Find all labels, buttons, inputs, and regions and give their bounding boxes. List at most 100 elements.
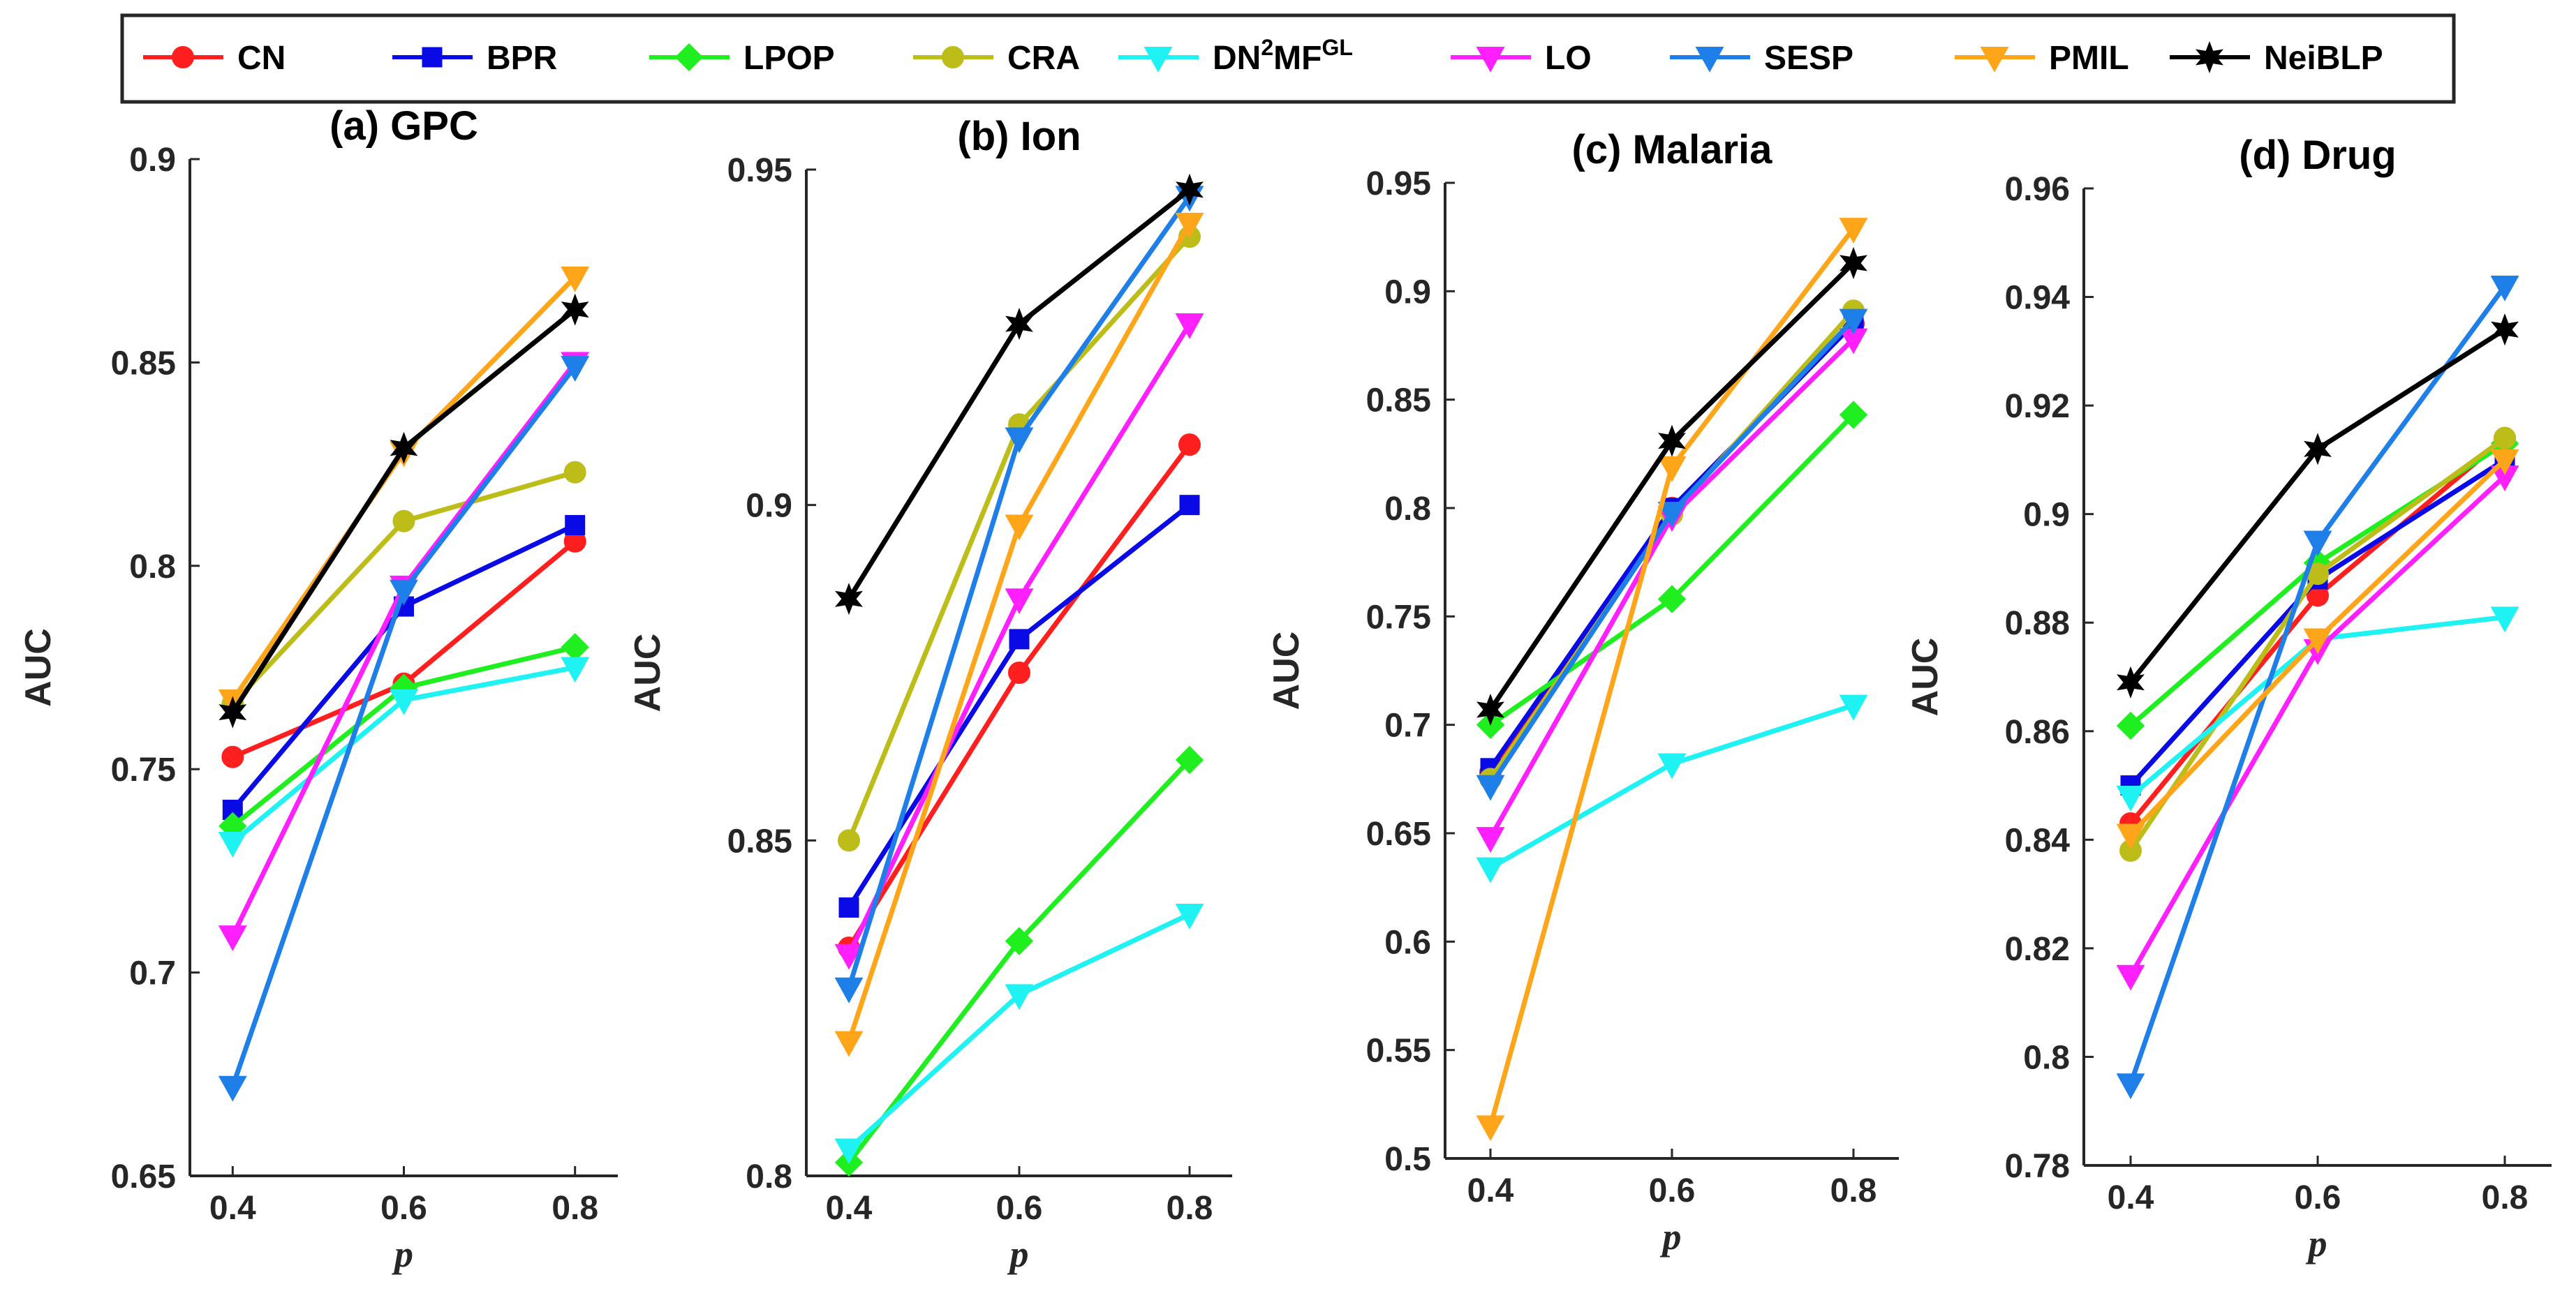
data-point <box>1839 218 1868 244</box>
series-lpop <box>1476 401 1868 739</box>
y-tick-label: 0.8 <box>746 1158 792 1195</box>
data-point <box>2491 313 2519 346</box>
data-point <box>563 461 586 484</box>
data-point <box>1657 456 1687 482</box>
data-point <box>1839 694 1868 721</box>
y-tick-label: 0.7 <box>1384 708 1431 745</box>
series-neiblp <box>2117 313 2519 699</box>
legend-label: NeiBLP <box>2264 40 2383 77</box>
series-neiblp <box>835 173 1204 616</box>
x-tick-label: 0.6 <box>1649 1172 1696 1209</box>
legend-item-bpr: BPR <box>392 40 557 77</box>
legend-label: CRA <box>1007 40 1080 77</box>
data-point <box>2304 433 2332 465</box>
data-point <box>561 293 589 326</box>
y-tick-label: 0.9 <box>746 488 792 525</box>
y-axis-label: AUC <box>1905 638 1946 717</box>
chart-title: (d) Drug <box>2239 133 2397 178</box>
data-point <box>2116 711 2145 740</box>
legend-box <box>120 13 2456 104</box>
data-point <box>838 829 860 852</box>
x-tick-label: 0.6 <box>996 1190 1043 1227</box>
y-axis-label: AUC <box>18 628 59 707</box>
y-tick-label: 0.6 <box>1384 924 1431 961</box>
series-bpr <box>222 515 586 820</box>
series-pmil <box>1476 218 1868 1142</box>
data-point <box>1005 427 1034 454</box>
legend-item-neiblp: NeiBLP <box>2170 40 2383 77</box>
data-point <box>1008 662 1030 684</box>
data-point <box>390 689 418 715</box>
y-tick-label: 0.85 <box>111 345 176 382</box>
series-dn2mfgl <box>218 657 590 858</box>
y-tick-label: 0.9 <box>2023 497 2070 534</box>
data-point <box>561 356 590 382</box>
series-bpr <box>838 495 1200 918</box>
data-point <box>221 745 244 768</box>
legend-item-dnmfgl: DN2MFGL <box>1118 35 1353 77</box>
y-axis-label: AUC <box>1266 632 1307 710</box>
data-point <box>1476 693 1504 726</box>
data-point <box>219 696 247 729</box>
y-tick-label: 0.96 <box>2005 171 2070 208</box>
data-point <box>2490 449 2519 475</box>
x-tick-label: 0.6 <box>2295 1179 2341 1216</box>
data-point <box>2494 426 2516 449</box>
legend-label: CN <box>237 40 286 77</box>
data-point <box>1657 753 1687 779</box>
data-point <box>218 832 247 858</box>
legend-marker <box>674 43 704 72</box>
data-point <box>1005 514 1034 541</box>
data-point <box>561 266 590 292</box>
y-tick-label: 0.75 <box>111 752 176 789</box>
legend-label: LPOP <box>743 40 835 77</box>
data-point <box>1179 495 1200 516</box>
legend-label: SESP <box>1764 40 1853 77</box>
y-tick-label: 0.86 <box>2005 714 2070 751</box>
legend-label: DN2MFGL <box>1213 35 1353 77</box>
y-tick-label: 0.7 <box>129 955 176 992</box>
y-tick-label: 0.94 <box>2005 280 2071 317</box>
data-point <box>834 1031 864 1057</box>
data-point <box>835 583 863 616</box>
data-point <box>838 897 859 918</box>
x-tick-label: 0.4 <box>2108 1179 2154 1216</box>
legend-label: BPR <box>487 40 557 77</box>
series-cra <box>2119 426 2516 862</box>
data-point <box>1176 173 1204 206</box>
x-tick-label: 0.8 <box>552 1190 598 1227</box>
y-tick-label: 0.8 <box>1384 491 1431 528</box>
y-tick-label: 0.78 <box>2005 1148 2070 1185</box>
data-point <box>1839 401 1868 429</box>
x-axis-label: p <box>1007 1233 1029 1275</box>
legend-label: LO <box>1545 40 1592 77</box>
data-point <box>1005 588 1034 614</box>
x-tick-label: 0.4 <box>1467 1172 1514 1209</box>
x-tick-label: 0.4 <box>209 1190 256 1227</box>
series-sesp <box>218 356 590 1102</box>
data-point <box>565 515 586 536</box>
legend: CN BPR LPOP CRA DN2MFGL LO SESP PMIL NeiBLP <box>120 13 2456 104</box>
series-neiblp <box>219 293 589 729</box>
legend-marker <box>2196 40 2223 74</box>
legend-marker <box>942 46 964 68</box>
data-point <box>2116 823 2145 850</box>
x-axis-label: p <box>1660 1216 1682 1258</box>
y-tick-label: 0.85 <box>1366 382 1431 419</box>
y-tick-label: 0.75 <box>1366 599 1431 636</box>
data-point <box>834 1138 864 1165</box>
data-point <box>392 509 415 532</box>
data-point <box>2116 1073 2145 1100</box>
y-tick-label: 0.88 <box>2005 605 2070 642</box>
data-point <box>1476 857 1505 883</box>
chart-title: (a) GPC <box>330 103 478 149</box>
legend-item-pmil: PMIL <box>1955 40 2129 77</box>
data-point <box>1175 212 1204 239</box>
data-point <box>2117 666 2145 699</box>
data-point <box>1175 313 1204 339</box>
data-point <box>1178 433 1201 456</box>
x-axis-label: p <box>2306 1223 2327 1265</box>
y-tick-label: 0.9 <box>1384 274 1431 311</box>
series-sesp <box>1476 308 1868 801</box>
y-tick-label: 0.92 <box>2005 388 2070 425</box>
